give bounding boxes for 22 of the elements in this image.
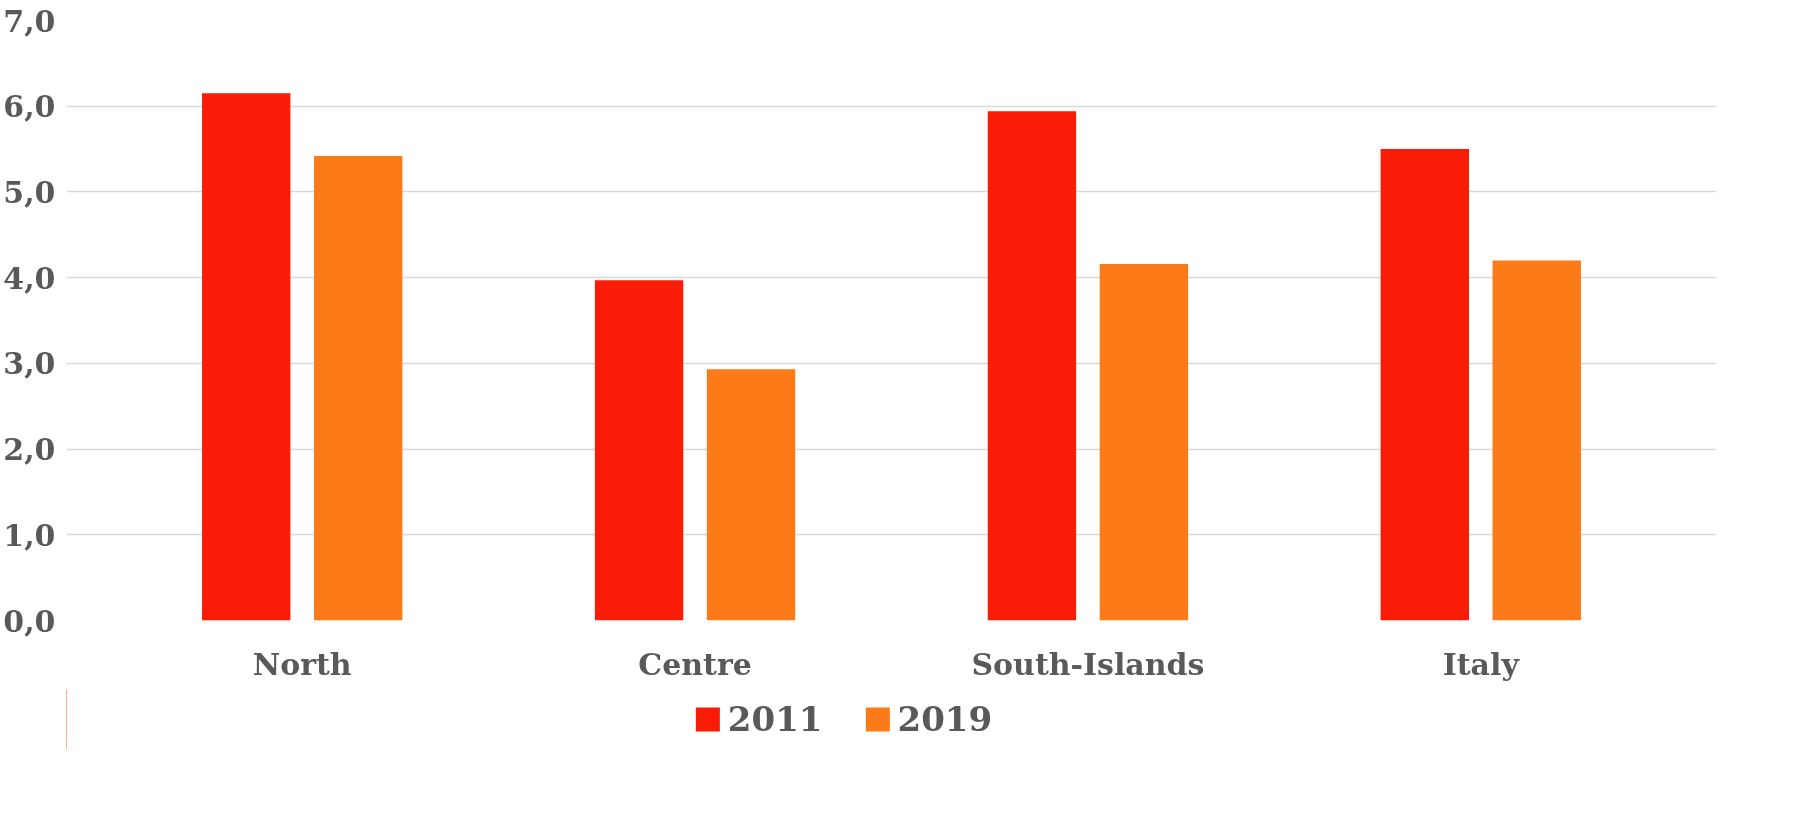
x-tick-label: North bbox=[252, 646, 352, 682]
y-tick-label: 2,0 bbox=[3, 432, 56, 468]
bar bbox=[314, 155, 403, 621]
bar bbox=[1099, 263, 1189, 621]
x-tick-label: South-Islands bbox=[971, 646, 1205, 682]
y-tick-label: 0,0 bbox=[3, 603, 56, 639]
y-tick-label: 4,0 bbox=[3, 260, 56, 296]
y-tick-label: 6,0 bbox=[3, 89, 56, 125]
bar bbox=[1492, 260, 1581, 621]
bar bbox=[594, 280, 684, 621]
x-tick-label: Centre bbox=[638, 646, 752, 682]
bar bbox=[202, 93, 291, 621]
bar bbox=[987, 111, 1077, 621]
x-tick-label: Italy bbox=[1442, 646, 1521, 682]
bar bbox=[706, 369, 796, 621]
y-tick-label: 1,0 bbox=[3, 517, 56, 553]
y-tick-label: 7,0 bbox=[3, 3, 56, 39]
legend-label: 2011 bbox=[727, 699, 823, 739]
legend-label: 2019 bbox=[897, 699, 993, 739]
bar bbox=[1380, 149, 1469, 621]
y-tick-label: 5,0 bbox=[3, 174, 56, 210]
y-tick-label: 3,0 bbox=[3, 346, 56, 382]
